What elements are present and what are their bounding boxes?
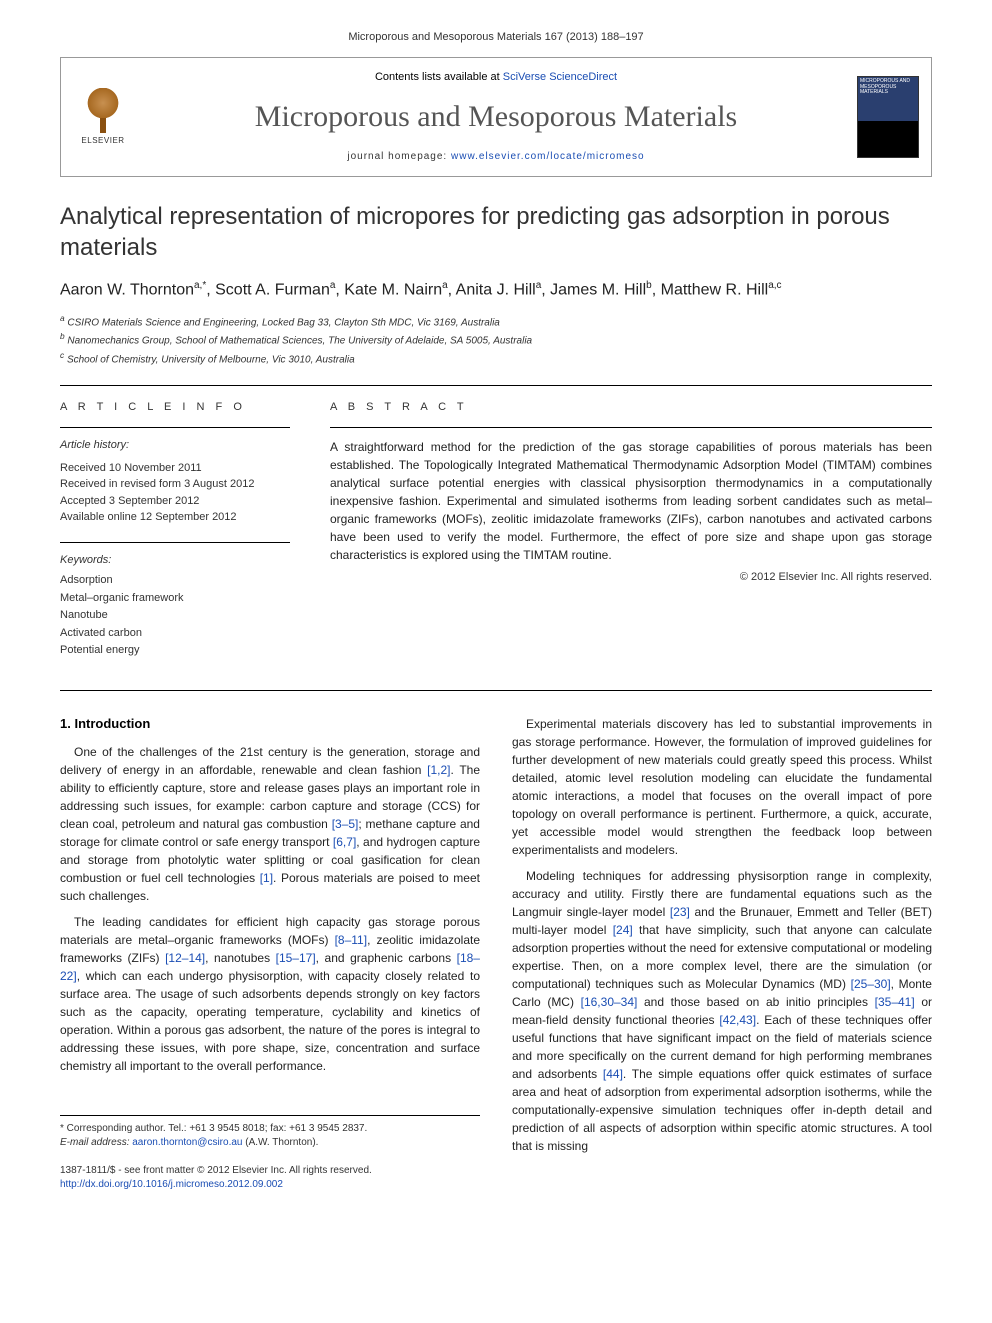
contents-label: Contents lists available at [375,71,503,83]
email-link[interactable]: aaron.thornton@csiro.au [132,1137,242,1148]
scidirect-link[interactable]: SciVerse ScienceDirect [503,71,617,83]
para-4: Modeling techniques for addressing physi… [512,867,932,1155]
abstract-label: A B S T R A C T [330,400,932,415]
cover-thumb-text: MICROPOROUS AND MESOPOROUS MATERIALS [858,77,918,98]
para-1: One of the challenges of the 21st centur… [60,743,480,905]
elsevier-tree-icon [81,88,126,133]
journal-cover-thumb: MICROPOROUS AND MESOPOROUS MATERIALS [857,76,919,158]
article-title: Analytical representation of micropores … [60,201,932,263]
info-divider [60,427,290,428]
abstract-col: A B S T R A C T A straightforward method… [330,400,932,660]
authors-line: Aaron W. Thorntona,*, Scott A. Furmana, … [60,279,932,302]
history-dates: Received 10 November 2011Received in rev… [60,460,290,526]
journal-name: Microporous and Mesoporous Materials [77,96,915,138]
corresp-line: * Corresponding author. Tel.: +61 3 9545… [60,1122,480,1136]
elsevier-text: ELSEVIER [81,135,124,146]
intro-heading: 1. Introduction [60,715,480,733]
homepage-url[interactable]: www.elsevier.com/locate/micromeso [451,151,645,162]
keywords-label: Keywords: [60,553,290,568]
corresp-email-line: E-mail address: aaron.thornton@csiro.au … [60,1136,480,1150]
email-author-paren: (A.W. Thornton). [242,1137,318,1148]
keywords-divider [60,542,290,543]
body-columns: 1. Introduction One of the challenges of… [60,715,932,1192]
contents-line: Contents lists available at SciVerse Sci… [77,70,915,85]
abstract-copyright: © 2012 Elsevier Inc. All rights reserved… [330,570,932,585]
journal-masthead: ELSEVIER MICROPOROUS AND MESOPOROUS MATE… [60,57,932,176]
email-label: E-mail address: [60,1137,132,1148]
homepage-line: journal homepage: www.elsevier.com/locat… [77,150,915,164]
homepage-label: journal homepage: [347,151,451,162]
body-col-right: Experimental materials discovery has led… [512,715,932,1192]
affiliations: a CSIRO Materials Science and Engineerin… [60,312,932,367]
abstract-divider [330,427,932,428]
doi-link[interactable]: http://dx.doi.org/10.1016/j.micromeso.20… [60,1179,283,1190]
abstract-text: A straightforward method for the predict… [330,438,932,564]
article-info-col: A R T I C L E I N F O Article history: R… [60,400,290,660]
issn-line: 1387-1811/$ - see front matter © 2012 El… [60,1164,480,1178]
info-abstract-row: A R T I C L E I N F O Article history: R… [60,400,932,660]
article-info-label: A R T I C L E I N F O [60,400,290,415]
history-label: Article history: [60,438,290,453]
keywords-list: AdsorptionMetal–organic frameworkNanotub… [60,572,290,660]
divider-top [60,385,932,386]
corresponding-author-box: * Corresponding author. Tel.: +61 3 9545… [60,1115,480,1150]
citation-header: Microporous and Mesoporous Materials 167… [60,30,932,45]
para-3: Experimental materials discovery has led… [512,715,932,859]
body-col-left: 1. Introduction One of the challenges of… [60,715,480,1192]
para-2: The leading candidates for efficient hig… [60,913,480,1075]
elsevier-logo: ELSEVIER [73,82,133,152]
body-divider [60,690,932,691]
footer: 1387-1811/$ - see front matter © 2012 El… [60,1164,480,1192]
